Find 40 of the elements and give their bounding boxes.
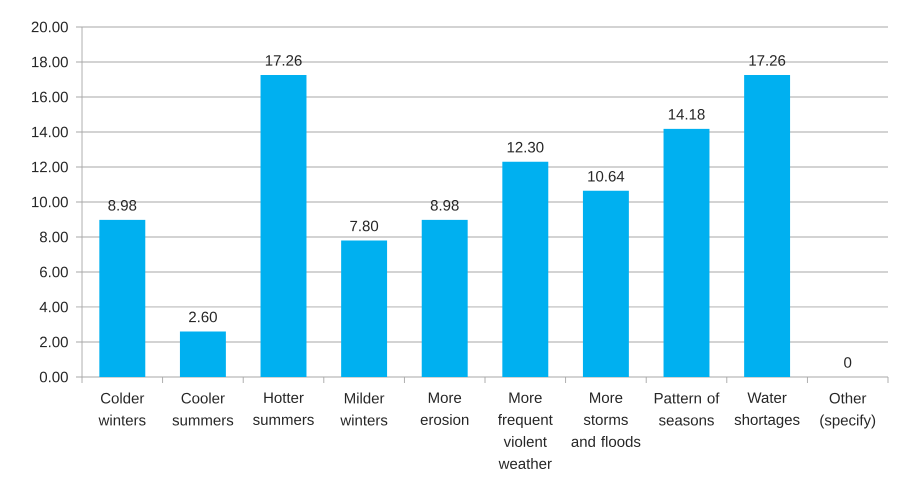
y-tick-label: 10.00 [32,196,68,208]
x-tick-label: Milder winters [340,392,388,426]
data-label: 0 [844,357,852,368]
y-tick-label: 16.00 [32,92,68,102]
x-tick-label: Colder winters [98,392,146,426]
bar [180,331,226,377]
x-tick-label: Other (specify) [820,392,876,428]
data-label: 8.98 [108,200,136,211]
x-tick-label: Cooler summers [172,392,234,426]
bar [502,162,548,377]
y-tick-label: 2.00 [40,336,68,348]
bar [99,220,146,377]
data-label: 17.26 [266,55,302,66]
bar [664,128,710,377]
data-label: 8.98 [430,200,459,211]
y-tick-label: 20.00 [32,22,68,32]
data-label: 14.18 [668,109,705,120]
y-tick-label: 4.00 [40,302,68,312]
data-label: 12.30 [508,142,544,153]
x-tick-label: More storms and floods [572,392,640,447]
bar [582,190,629,377]
y-tick-label: 0.00 [40,372,68,382]
y-tick-label: 8.00 [40,232,68,242]
data-label: 10.64 [588,170,624,182]
bar [744,74,790,377]
x-tick-label: Water shortages [734,392,800,428]
data-label: 2.60 [189,312,217,322]
bar [260,74,306,377]
y-tick-label: 6.00 [40,266,68,278]
bar [341,240,388,377]
x-tick-label: More erosion [420,392,468,425]
y-tick-label: 14.00 [32,126,68,138]
x-tick-label: Hotter summers [253,392,314,425]
y-tick-label: 18.00 [32,56,68,68]
bar [422,220,468,377]
data-label: 17.26 [749,55,786,66]
y-tick-label: 12.00 [32,162,68,172]
data-label: 7.80 [350,220,378,232]
x-tick-label: Pattern of seasons [654,392,720,426]
x-tick-label: More frequent violent weather [498,392,553,469]
